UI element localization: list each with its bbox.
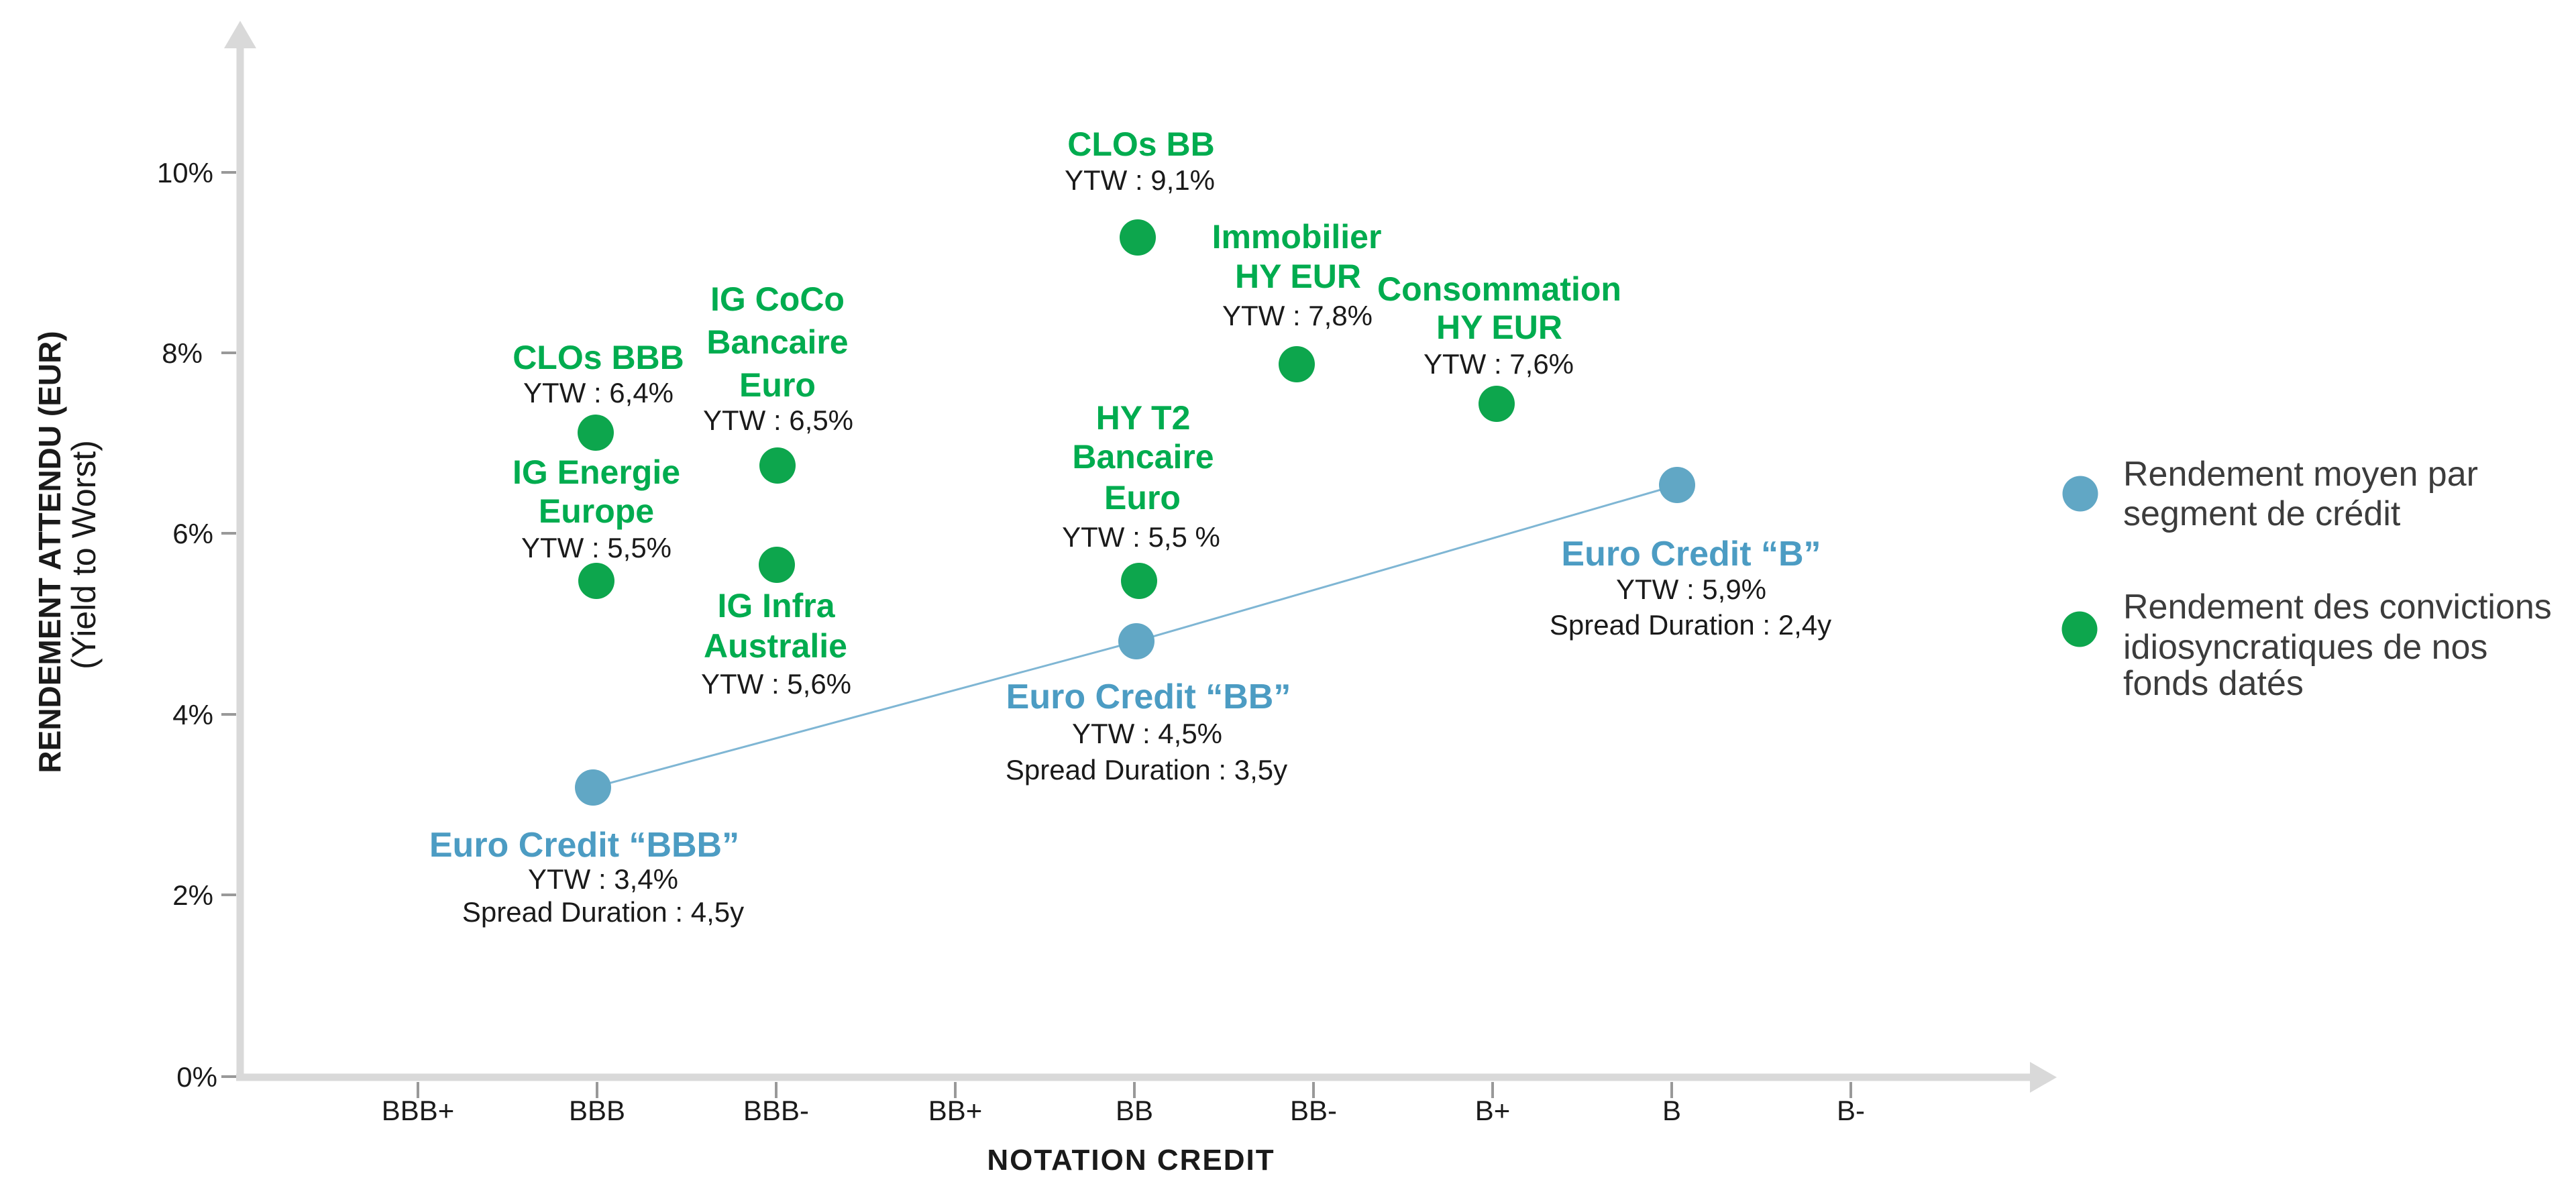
svg-text:YTW : 6,5%: YTW : 6,5% (703, 404, 853, 436)
svg-text:Rendement moyen par: Rendement moyen par (2123, 455, 2478, 494)
svg-text:YTW : 5,5 %: YTW : 5,5 % (1062, 521, 1220, 553)
svg-text:B: B (1662, 1095, 1681, 1126)
svg-text:YTW : 9,1%: YTW : 9,1% (1065, 164, 1215, 196)
svg-text:CLOs BB: CLOs BB (1067, 125, 1214, 163)
svg-text:IG CoCo: IG CoCo (710, 280, 845, 318)
svg-text:YTW : 4,5%: YTW : 4,5% (1072, 718, 1222, 749)
svg-text:Euro Credit “BBB”: Euro Credit “BBB” (429, 826, 739, 865)
svg-text:Euro: Euro (739, 366, 816, 404)
svg-text:IG Infra: IG Infra (717, 587, 835, 625)
svg-text:6%: 6% (172, 518, 213, 549)
svg-text:YTW : 7,8%: YTW : 7,8% (1222, 300, 1373, 331)
svg-text:Immobilier: Immobilier (1212, 218, 1382, 256)
svg-text:HY EUR: HY EUR (1436, 309, 1562, 346)
svg-text:Rendement des convictions: Rendement des convictions (2123, 588, 2552, 627)
svg-text:YTW : 3,4%: YTW : 3,4% (528, 863, 678, 895)
svg-text:BBB-: BBB- (743, 1095, 809, 1126)
svg-text:IG Energie: IG Energie (513, 453, 680, 491)
svg-text:8%: 8% (162, 337, 203, 369)
svg-text:HY T2: HY T2 (1096, 399, 1191, 437)
svg-text:Euro: Euro (1104, 479, 1181, 517)
svg-text:Euro Credit “B”: Euro Credit “B” (1561, 535, 1821, 574)
svg-text:2%: 2% (172, 879, 213, 911)
svg-text:Consommation: Consommation (1377, 270, 1621, 308)
svg-text:Euro Credit “BB”: Euro Credit “BB” (1006, 678, 1291, 716)
svg-text:NOTATION CREDIT: NOTATION CREDIT (987, 1144, 1275, 1177)
svg-text:CLOs BBB: CLOs BBB (513, 339, 684, 376)
svg-text:YTW : 7,6%: YTW : 7,6% (1424, 348, 1574, 380)
svg-text:Europe: Europe (539, 492, 654, 530)
svg-text:BBB: BBB (569, 1095, 625, 1126)
svg-text:BB+: BB+ (928, 1095, 983, 1126)
svg-text:0%: 0% (176, 1061, 217, 1093)
svg-text:Spread Duration : 3,5y: Spread Duration : 3,5y (1006, 754, 1287, 785)
svg-text:Bancaire: Bancaire (1072, 438, 1214, 476)
svg-text:Australie: Australie (704, 627, 847, 665)
svg-text:YTW : 6,4%: YTW : 6,4% (523, 377, 674, 409)
svg-text:Spread Duration : 2,4y: Spread Duration : 2,4y (1550, 609, 1831, 641)
svg-text:B-: B- (1837, 1095, 1865, 1126)
svg-text:BBB+: BBB+ (382, 1095, 455, 1126)
svg-text:YTW : 5,5%: YTW : 5,5% (521, 532, 672, 563)
svg-text:B+: B+ (1475, 1095, 1511, 1126)
svg-text:4%: 4% (172, 699, 213, 730)
svg-text:segment de crédit: segment de crédit (2123, 494, 2401, 533)
svg-text:BB: BB (1116, 1095, 1153, 1126)
svg-text:RENDEMENT ATTENDU (EUR): RENDEMENT ATTENDU (EUR) (32, 331, 67, 773)
svg-text:10%: 10% (157, 157, 213, 188)
svg-text:YTW : 5,6%: YTW : 5,6% (701, 668, 851, 700)
svg-text:Bancaire: Bancaire (706, 323, 848, 361)
svg-text:YTW : 5,9%: YTW : 5,9% (1616, 574, 1766, 605)
svg-text:fonds datés: fonds datés (2123, 664, 2304, 703)
svg-text:idiosyncratiques de nos: idiosyncratiques de nos (2123, 628, 2487, 667)
svg-text:(Yield to Worst): (Yield to Worst) (65, 440, 103, 669)
svg-text:BB-: BB- (1290, 1095, 1337, 1126)
svg-text:HY EUR: HY EUR (1235, 258, 1361, 295)
svg-text:Spread Duration : 4,5y: Spread Duration : 4,5y (462, 896, 744, 928)
